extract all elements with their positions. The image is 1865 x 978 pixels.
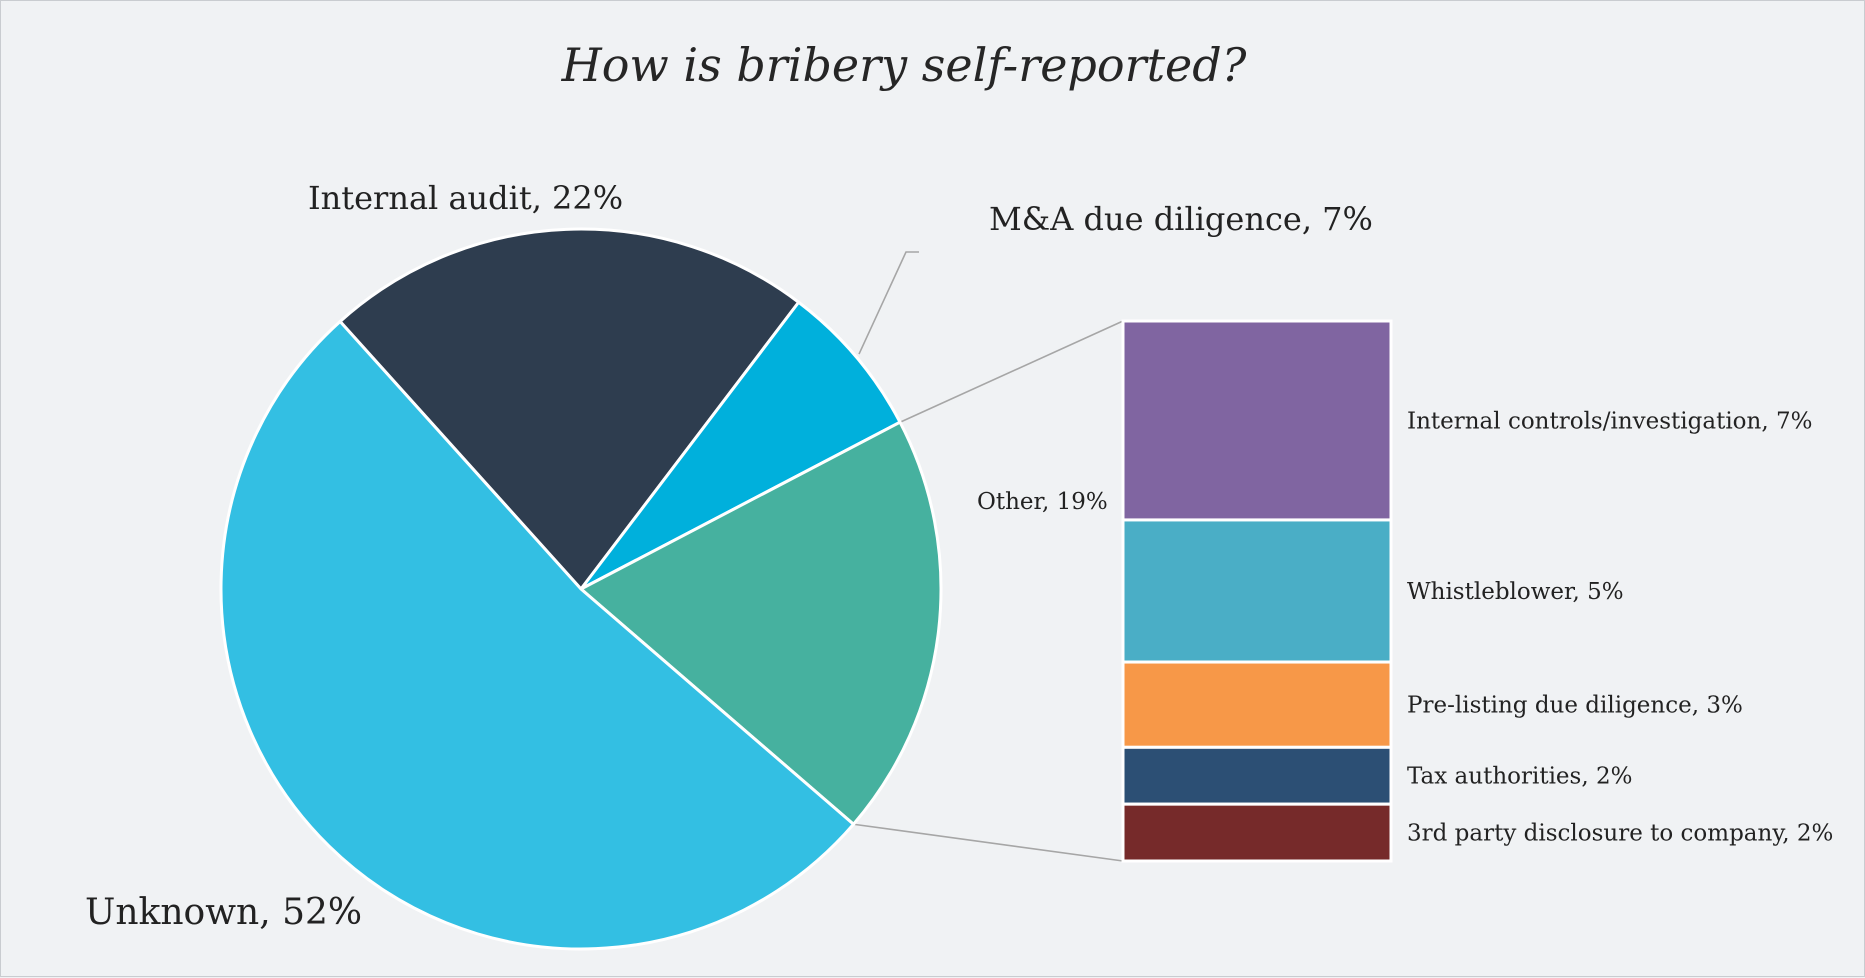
pie-label-unknown: Unknown, 52% — [85, 892, 362, 933]
chart-title: How is bribery self-reported? — [561, 38, 1247, 92]
bar-label-pre-listing-due-diligence: Pre-listing due diligence, 3% — [1407, 693, 1743, 719]
pie-slice-unknown — [219, 319, 856, 951]
pie-label-m-a-due-diligence: M&A due diligence, 7% — [989, 200, 1373, 238]
pie-slice-other — [579, 420, 943, 826]
breakdown-bar — [1121, 319, 1393, 863]
bar-label-3rd-party-disclosure-to-company: 3rd party disclosure to company, 2% — [1407, 821, 1833, 847]
bar-label-whistleblower: Whistleblower, 5% — [1407, 579, 1624, 605]
pie-slice-internal-audit — [338, 227, 801, 591]
bar-segment-3rd-party-disclosure-to-company — [1121, 802, 1393, 863]
connector-line-bottom — [853, 823, 1124, 862]
connector-lines — [853, 251, 1124, 862]
bar-segment-pre-listing-due-diligence — [1121, 660, 1393, 749]
bar-label-internal-controls-investigation: Internal controls/investigation, 7% — [1407, 408, 1812, 434]
bar-segment-internal-controls-investigation — [1121, 319, 1393, 522]
pie-label-internal-audit: Internal audit, 22% — [308, 179, 623, 217]
connector-line-top — [899, 320, 1124, 423]
pie-slice-m-a-due-diligence — [579, 300, 902, 591]
pie — [219, 227, 943, 951]
bar-segment-tax-authorities — [1121, 745, 1393, 806]
leader-line-ma-due-diligence — [858, 251, 919, 355]
pie-label-other: Other, 19% — [977, 489, 1108, 515]
bar-segment-whistleblower — [1121, 518, 1393, 664]
data-labels: Internal controls/investigation, 7% Whist… — [85, 179, 1833, 933]
bar-label-tax-authorities: Tax authorities, 2% — [1407, 764, 1632, 790]
